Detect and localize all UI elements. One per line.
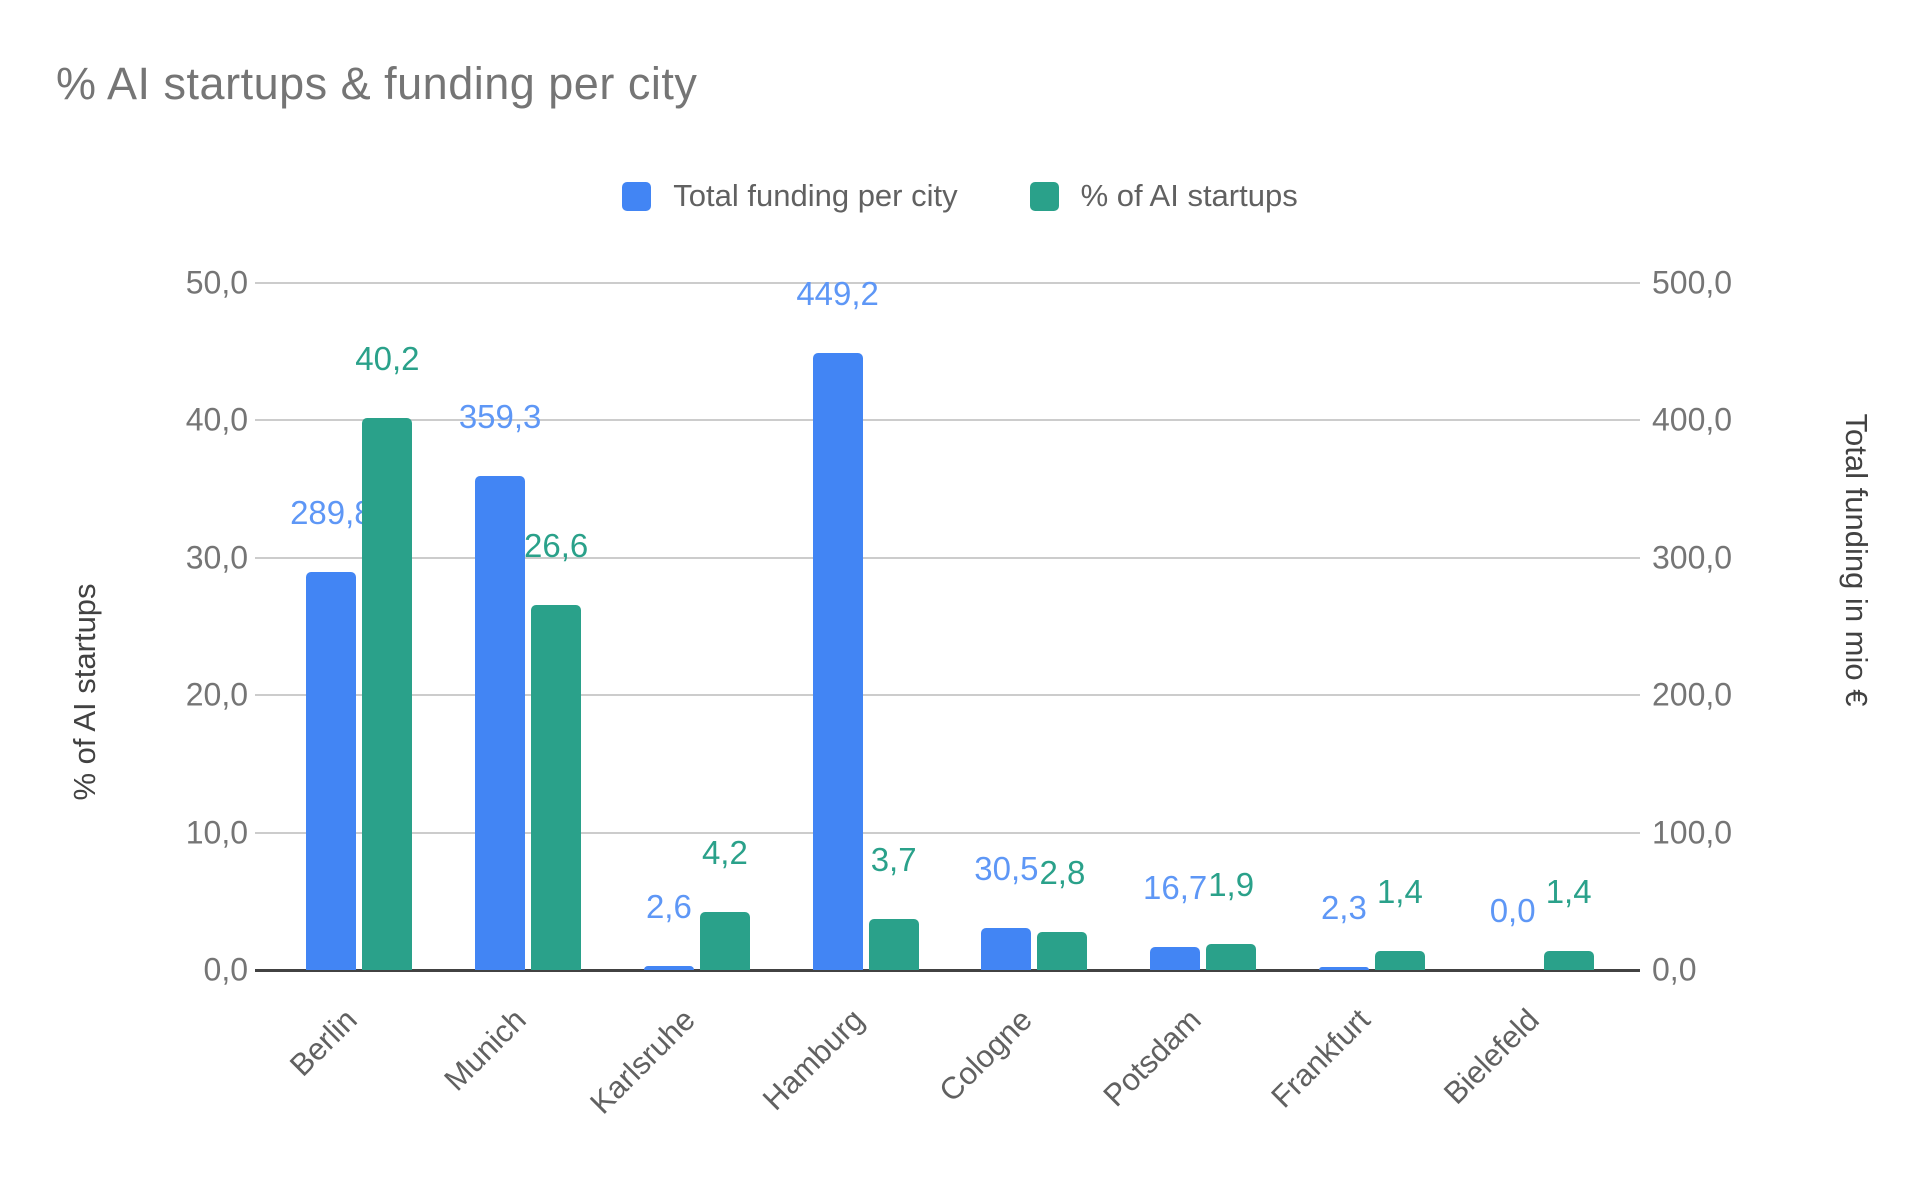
category-label-frankfurt: Frankfurt: [1264, 1002, 1377, 1115]
right-axis-tick-label: 200,0: [1652, 676, 1733, 713]
left-axis-tick-label: 50,0: [185, 264, 248, 301]
funding-bar-berlin: [306, 571, 357, 970]
startups-bar-hamburg: [868, 919, 919, 970]
legend-item-startups: % of AI startups: [1029, 178, 1298, 214]
funding-value-label-frankfurt: 2,3: [1320, 888, 1367, 926]
legend-label-funding: Total funding per city: [673, 178, 958, 213]
legend-swatch-startups-icon: [1029, 181, 1059, 211]
x-axis-baseline: [255, 969, 1640, 972]
left-axis-tick-label: 20,0: [185, 676, 248, 713]
funding-value-label-cologne: 30,5: [974, 850, 1039, 888]
startups-bar-karlsruhe: [699, 912, 750, 970]
chart-title: % AI startups & funding per city: [56, 58, 698, 109]
startups-bar-cologne: [1037, 931, 1088, 970]
startups-bar-berlin: [362, 417, 413, 970]
startups-bar-munich: [531, 604, 582, 970]
legend-swatch-funding-icon: [622, 181, 652, 211]
left-axis-tick-label: 40,0: [185, 401, 248, 438]
startups-value-label-berlin: 40,2: [355, 339, 420, 377]
funding-bar-cologne: [981, 928, 1032, 970]
category-label-bielefeld: Bielefeld: [1436, 1002, 1546, 1111]
left-axis-tick-label: 30,0: [185, 539, 248, 576]
gridline: [255, 831, 1640, 834]
right-axis-tick-label: 400,0: [1652, 401, 1733, 438]
funding-value-label-potsdam: 16,7: [1143, 869, 1208, 907]
funding-value-label-hamburg: 449,2: [796, 274, 879, 312]
funding-value-label-berlin: 289,8: [290, 493, 373, 531]
gridline: [255, 419, 1640, 422]
startups-value-label-hamburg: 3,7: [870, 841, 917, 879]
category-label-munich: Munich: [437, 1002, 533, 1098]
funding-value-label-bielefeld: 0,0: [1489, 892, 1536, 929]
funding-bar-frankfurt: [1318, 966, 1369, 970]
legend-item-funding: Total funding per city: [622, 178, 958, 214]
startups-value-label-frankfurt: 1,4: [1376, 872, 1423, 910]
category-label-hamburg: Hamburg: [755, 1002, 871, 1117]
chart-legend: Total funding per city % of AI startups: [0, 178, 1920, 214]
funding-bar-hamburg: [812, 352, 863, 970]
category-label-potsdam: Potsdam: [1096, 1002, 1208, 1114]
funding-bar-potsdam: [1150, 947, 1201, 970]
startups-value-label-munich: 26,6: [524, 526, 589, 564]
legend-label-startups: % of AI startups: [1080, 178, 1298, 213]
startups-value-label-karlsruhe: 4,2: [701, 834, 748, 872]
left-axis-tick-label: 10,0: [185, 814, 248, 851]
right-axis-tick-label: 0,0: [1652, 951, 1697, 988]
gridline: [255, 556, 1640, 559]
right-axis-tick-label: 100,0: [1652, 814, 1733, 851]
funding-value-label-munich: 359,3: [458, 398, 542, 436]
category-label-berlin: Berlin: [283, 1002, 365, 1083]
startups-bar-potsdam: [1206, 943, 1257, 970]
category-label-karlsruhe: Karlsruhe: [583, 1002, 702, 1121]
startups-value-label-cologne: 2,8: [1039, 853, 1086, 891]
left-axis-tick-label: 0,0: [203, 951, 248, 988]
funding-value-label-karlsruhe: 2,6: [645, 888, 692, 926]
startups-bar-frankfurt: [1374, 950, 1425, 970]
startups-bar-bielefeld: [1543, 950, 1594, 970]
funding-bar-munich: [475, 476, 526, 970]
funding-bar-karlsruhe: [643, 966, 694, 970]
right-axis-title: Total funding in mio €: [1839, 413, 1874, 707]
startups-value-label-potsdam: 1,9: [1208, 865, 1255, 903]
startups-value-label-bielefeld: 1,4: [1545, 872, 1592, 910]
gridline: [255, 282, 1640, 284]
right-axis-tick-label: 300,0: [1652, 539, 1733, 576]
right-axis-tick-label: 500,0: [1652, 264, 1733, 301]
category-label-cologne: Cologne: [932, 1002, 1040, 1109]
left-axis-title: % of AI startups: [67, 583, 102, 801]
gridline: [255, 694, 1640, 697]
